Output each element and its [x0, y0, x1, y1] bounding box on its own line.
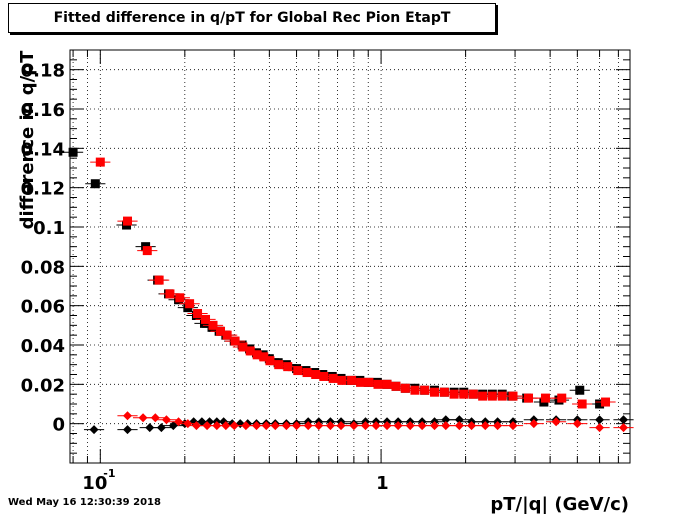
series-2-point: [224, 336, 246, 346]
y-tick-label: 0.16: [21, 100, 65, 121]
series-2-point: [217, 330, 238, 340]
x-tick-label: 10: [82, 473, 107, 494]
series-2-point: [169, 293, 190, 303]
x-tick-label: 1: [376, 473, 389, 494]
y-axis-label: difference in q/pT: [17, 50, 38, 229]
series-4-point: [613, 423, 634, 433]
series-4-point: [523, 419, 544, 429]
series-3-point: [83, 425, 105, 435]
series-3-point: [117, 425, 138, 435]
timestamp: Wed May 16 12:30:39 2018: [8, 497, 161, 508]
series-1-point: [569, 385, 590, 395]
series-2-point: [202, 320, 224, 330]
series-4-point: [589, 423, 610, 433]
series-2-point: [502, 391, 524, 401]
series-2-point: [551, 393, 572, 403]
series-2-point: [518, 393, 539, 403]
y-tick-label: 0.02: [21, 375, 65, 396]
series-1-point: [62, 147, 84, 157]
y-tick-label: 0.06: [21, 297, 65, 318]
chart-title: Fitted difference in q/pT for Global Rec…: [53, 10, 451, 26]
y-tick-label: 0.12: [21, 179, 65, 200]
series-2-point: [572, 399, 593, 409]
series-3-point: [151, 423, 172, 433]
series-2-point: [187, 309, 208, 319]
y-tick-label: 0.1: [33, 218, 65, 239]
y-tick-label: 0.14: [21, 139, 65, 160]
series-2-point: [179, 299, 200, 309]
series-4-point: [117, 411, 138, 421]
chart-title-box: Fitted difference in q/pT for Global Rec…: [8, 3, 496, 33]
series-3-point: [589, 415, 610, 425]
series-2-point: [195, 314, 216, 324]
series-2-point: [149, 275, 170, 285]
series-3-point: [613, 415, 634, 425]
y-tick-label: 0.18: [21, 61, 65, 82]
series-4-point: [545, 417, 567, 427]
y-tick-label: 0.08: [21, 257, 65, 278]
y-tick-label: 0.04: [21, 336, 65, 357]
series-4-point: [567, 419, 588, 429]
series-1-point: [85, 179, 106, 189]
series-4-point: [145, 413, 166, 423]
series-2-point: [90, 157, 111, 167]
x-tick-label-exponent: -1: [103, 467, 115, 480]
y-tick-label: 0: [52, 415, 65, 436]
series-2-point: [595, 397, 616, 407]
series-2-point: [137, 246, 158, 256]
x-axis-label: pT/|q| (GeV/c): [490, 494, 629, 514]
series-2-point: [117, 216, 138, 226]
series-4-point: [502, 421, 524, 431]
